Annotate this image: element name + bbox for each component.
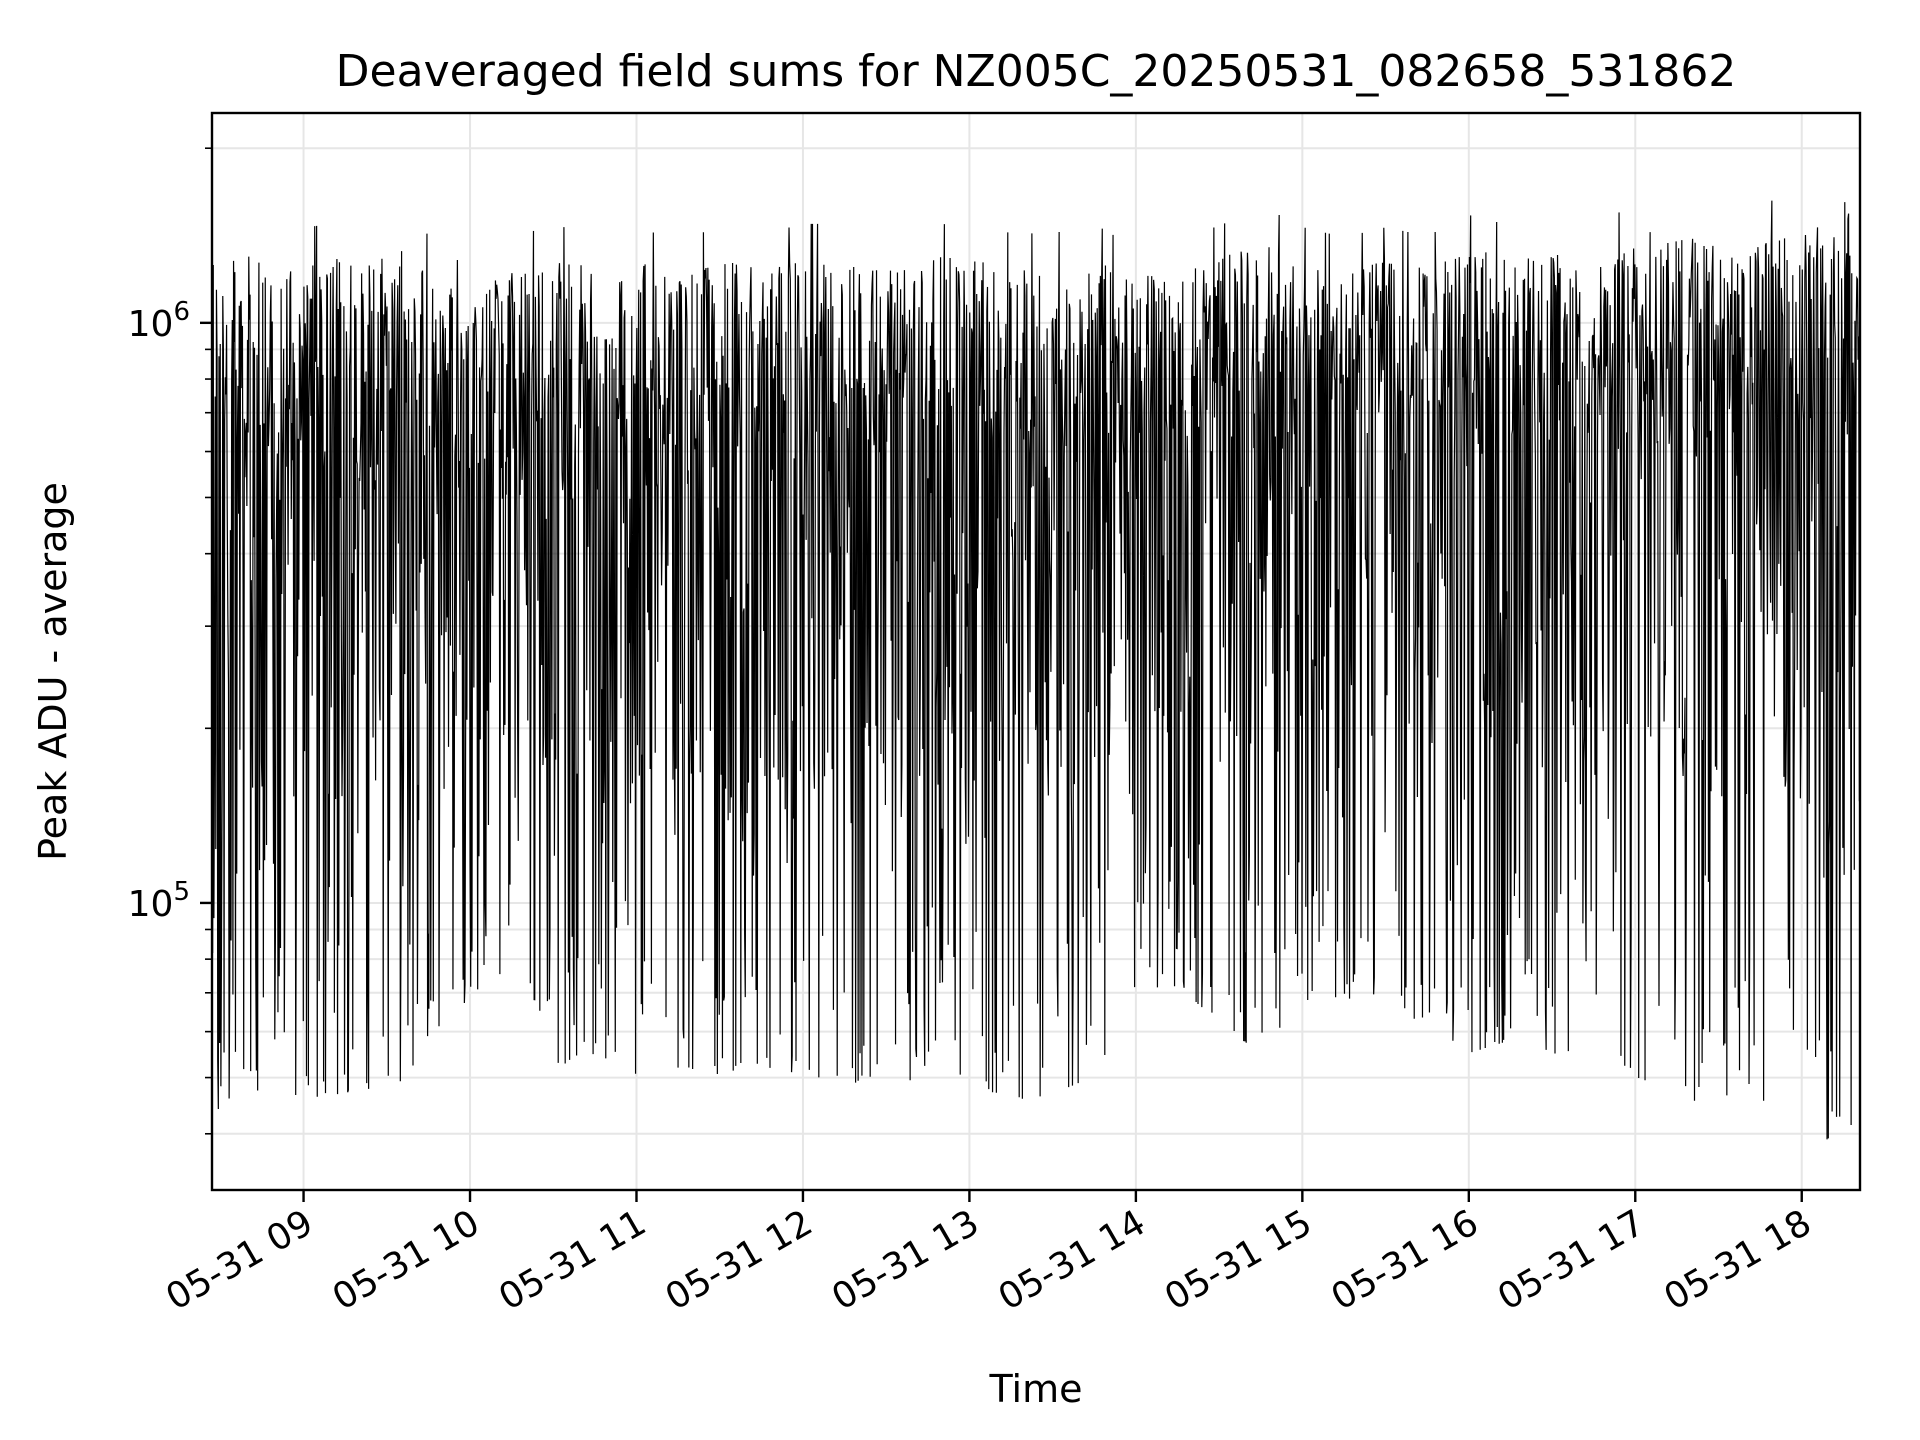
plot-frame bbox=[210, 111, 1862, 1192]
y-tick-label: 105 bbox=[128, 877, 190, 925]
y-tick-label: 106 bbox=[128, 297, 190, 345]
x-axis-label: Time bbox=[989, 1367, 1083, 1411]
y-axis-label: Peak ADU - average bbox=[31, 482, 75, 861]
series-line bbox=[212, 200, 1860, 1140]
series-line-path bbox=[212, 200, 1860, 1140]
chart-title: Deaveraged field sums for NZ005C_2025053… bbox=[336, 46, 1737, 97]
